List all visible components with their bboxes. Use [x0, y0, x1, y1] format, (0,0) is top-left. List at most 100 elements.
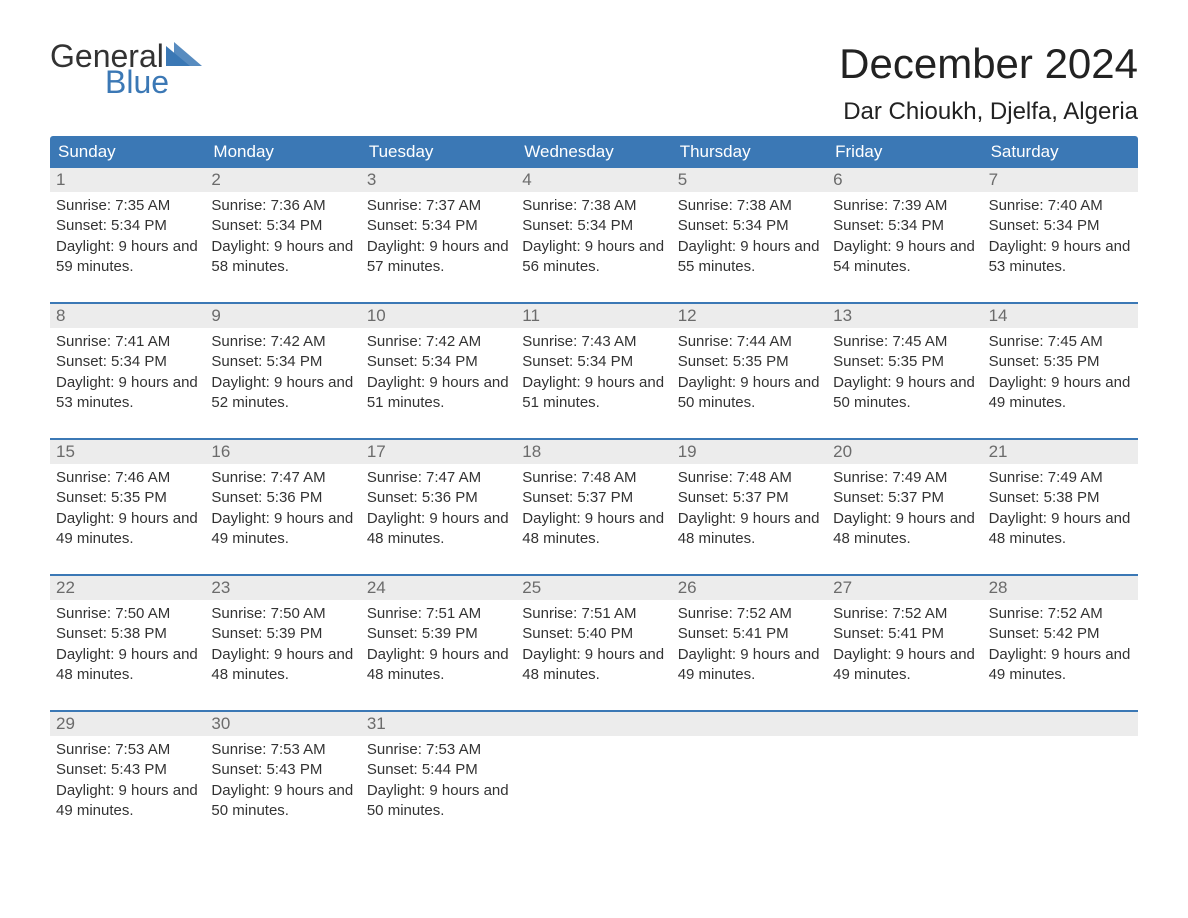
day-body-row: Sunrise: 7:53 AMSunset: 5:43 PMDaylight:…	[50, 736, 1138, 832]
day-number	[516, 712, 671, 736]
day-cell: Sunrise: 7:42 AMSunset: 5:34 PMDaylight:…	[205, 328, 360, 424]
day-number-row: 15161718192021	[50, 440, 1138, 464]
daylight-line: Daylight: 9 hours and 51 minutes.	[522, 373, 665, 414]
day-number: 31	[361, 712, 516, 736]
sunset-line: Sunset: 5:34 PM	[211, 352, 354, 372]
sunrise-line: Sunrise: 7:42 AM	[367, 332, 510, 352]
day-number	[983, 712, 1138, 736]
sunset-line: Sunset: 5:41 PM	[678, 624, 821, 644]
sunrise-line: Sunrise: 7:51 AM	[522, 604, 665, 624]
daylight-line: Daylight: 9 hours and 48 minutes.	[678, 509, 821, 550]
dow-thursday: Thursday	[672, 136, 827, 168]
day-cell: Sunrise: 7:38 AMSunset: 5:34 PMDaylight:…	[516, 192, 671, 288]
daylight-line: Daylight: 9 hours and 50 minutes.	[678, 373, 821, 414]
daylight-line: Daylight: 9 hours and 48 minutes.	[56, 645, 199, 686]
week-row: 293031Sunrise: 7:53 AMSunset: 5:43 PMDay…	[50, 710, 1138, 832]
day-number: 9	[205, 304, 360, 328]
day-cell: Sunrise: 7:52 AMSunset: 5:42 PMDaylight:…	[983, 600, 1138, 696]
week-row: 1234567Sunrise: 7:35 AMSunset: 5:34 PMDa…	[50, 168, 1138, 288]
day-cell: Sunrise: 7:50 AMSunset: 5:38 PMDaylight:…	[50, 600, 205, 696]
sunset-line: Sunset: 5:39 PM	[367, 624, 510, 644]
sunrise-line: Sunrise: 7:45 AM	[833, 332, 976, 352]
day-number: 5	[672, 168, 827, 192]
day-cell: Sunrise: 7:45 AMSunset: 5:35 PMDaylight:…	[983, 328, 1138, 424]
day-cell: Sunrise: 7:36 AMSunset: 5:34 PMDaylight:…	[205, 192, 360, 288]
day-number: 15	[50, 440, 205, 464]
sunset-line: Sunset: 5:42 PM	[989, 624, 1132, 644]
daylight-line: Daylight: 9 hours and 54 minutes.	[833, 237, 976, 278]
daylight-line: Daylight: 9 hours and 48 minutes.	[522, 509, 665, 550]
daylight-line: Daylight: 9 hours and 53 minutes.	[989, 237, 1132, 278]
sunrise-line: Sunrise: 7:47 AM	[367, 468, 510, 488]
day-cell: Sunrise: 7:43 AMSunset: 5:34 PMDaylight:…	[516, 328, 671, 424]
sunrise-line: Sunrise: 7:42 AM	[211, 332, 354, 352]
daylight-line: Daylight: 9 hours and 48 minutes.	[367, 509, 510, 550]
sunset-line: Sunset: 5:43 PM	[56, 760, 199, 780]
day-body-row: Sunrise: 7:50 AMSunset: 5:38 PMDaylight:…	[50, 600, 1138, 696]
dow-saturday: Saturday	[983, 136, 1138, 168]
sunrise-line: Sunrise: 7:38 AM	[678, 196, 821, 216]
day-number: 17	[361, 440, 516, 464]
calendar: SundayMondayTuesdayWednesdayThursdayFrid…	[50, 136, 1138, 832]
daylight-line: Daylight: 9 hours and 48 minutes.	[989, 509, 1132, 550]
day-number: 4	[516, 168, 671, 192]
day-number: 20	[827, 440, 982, 464]
sunset-line: Sunset: 5:36 PM	[211, 488, 354, 508]
day-cell: Sunrise: 7:52 AMSunset: 5:41 PMDaylight:…	[672, 600, 827, 696]
day-number: 16	[205, 440, 360, 464]
sunrise-line: Sunrise: 7:50 AM	[211, 604, 354, 624]
day-cell: Sunrise: 7:44 AMSunset: 5:35 PMDaylight:…	[672, 328, 827, 424]
location: Dar Chioukh, Djelfa, Algeria	[839, 98, 1138, 126]
dow-sunday: Sunday	[50, 136, 205, 168]
sunset-line: Sunset: 5:37 PM	[522, 488, 665, 508]
day-cell	[827, 736, 982, 832]
day-number: 8	[50, 304, 205, 328]
sunrise-line: Sunrise: 7:52 AM	[989, 604, 1132, 624]
sunset-line: Sunset: 5:34 PM	[56, 216, 199, 236]
daylight-line: Daylight: 9 hours and 48 minutes.	[211, 645, 354, 686]
daylight-line: Daylight: 9 hours and 53 minutes.	[56, 373, 199, 414]
sunset-line: Sunset: 5:34 PM	[833, 216, 976, 236]
header: General Blue December 2024 Dar Chioukh, …	[50, 40, 1138, 126]
week-row: 15161718192021Sunrise: 7:46 AMSunset: 5:…	[50, 438, 1138, 560]
day-cell	[672, 736, 827, 832]
daylight-line: Daylight: 9 hours and 59 minutes.	[56, 237, 199, 278]
sunset-line: Sunset: 5:38 PM	[56, 624, 199, 644]
week-row: 891011121314Sunrise: 7:41 AMSunset: 5:34…	[50, 302, 1138, 424]
day-number: 28	[983, 576, 1138, 600]
day-cell: Sunrise: 7:35 AMSunset: 5:34 PMDaylight:…	[50, 192, 205, 288]
daylight-line: Daylight: 9 hours and 49 minutes.	[833, 645, 976, 686]
day-number: 10	[361, 304, 516, 328]
day-number	[672, 712, 827, 736]
sunrise-line: Sunrise: 7:43 AM	[522, 332, 665, 352]
daylight-line: Daylight: 9 hours and 50 minutes.	[833, 373, 976, 414]
month-title: December 2024	[839, 40, 1138, 88]
day-cell: Sunrise: 7:53 AMSunset: 5:43 PMDaylight:…	[50, 736, 205, 832]
sunrise-line: Sunrise: 7:48 AM	[522, 468, 665, 488]
day-number: 29	[50, 712, 205, 736]
sunrise-line: Sunrise: 7:35 AM	[56, 196, 199, 216]
day-number: 13	[827, 304, 982, 328]
daylight-line: Daylight: 9 hours and 48 minutes.	[367, 645, 510, 686]
day-number: 26	[672, 576, 827, 600]
sunset-line: Sunset: 5:37 PM	[833, 488, 976, 508]
sunrise-line: Sunrise: 7:50 AM	[56, 604, 199, 624]
day-cell: Sunrise: 7:47 AMSunset: 5:36 PMDaylight:…	[205, 464, 360, 560]
sunrise-line: Sunrise: 7:44 AM	[678, 332, 821, 352]
sunset-line: Sunset: 5:40 PM	[522, 624, 665, 644]
day-number-row: 891011121314	[50, 304, 1138, 328]
sunset-line: Sunset: 5:34 PM	[211, 216, 354, 236]
daylight-line: Daylight: 9 hours and 52 minutes.	[211, 373, 354, 414]
sunrise-line: Sunrise: 7:52 AM	[678, 604, 821, 624]
sunset-line: Sunset: 5:35 PM	[56, 488, 199, 508]
day-number: 19	[672, 440, 827, 464]
day-cell: Sunrise: 7:51 AMSunset: 5:39 PMDaylight:…	[361, 600, 516, 696]
day-body-row: Sunrise: 7:46 AMSunset: 5:35 PMDaylight:…	[50, 464, 1138, 560]
day-cell: Sunrise: 7:49 AMSunset: 5:37 PMDaylight:…	[827, 464, 982, 560]
sunrise-line: Sunrise: 7:49 AM	[989, 468, 1132, 488]
day-cell	[516, 736, 671, 832]
sunset-line: Sunset: 5:34 PM	[678, 216, 821, 236]
day-cell: Sunrise: 7:53 AMSunset: 5:44 PMDaylight:…	[361, 736, 516, 832]
day-cell: Sunrise: 7:51 AMSunset: 5:40 PMDaylight:…	[516, 600, 671, 696]
day-number: 12	[672, 304, 827, 328]
